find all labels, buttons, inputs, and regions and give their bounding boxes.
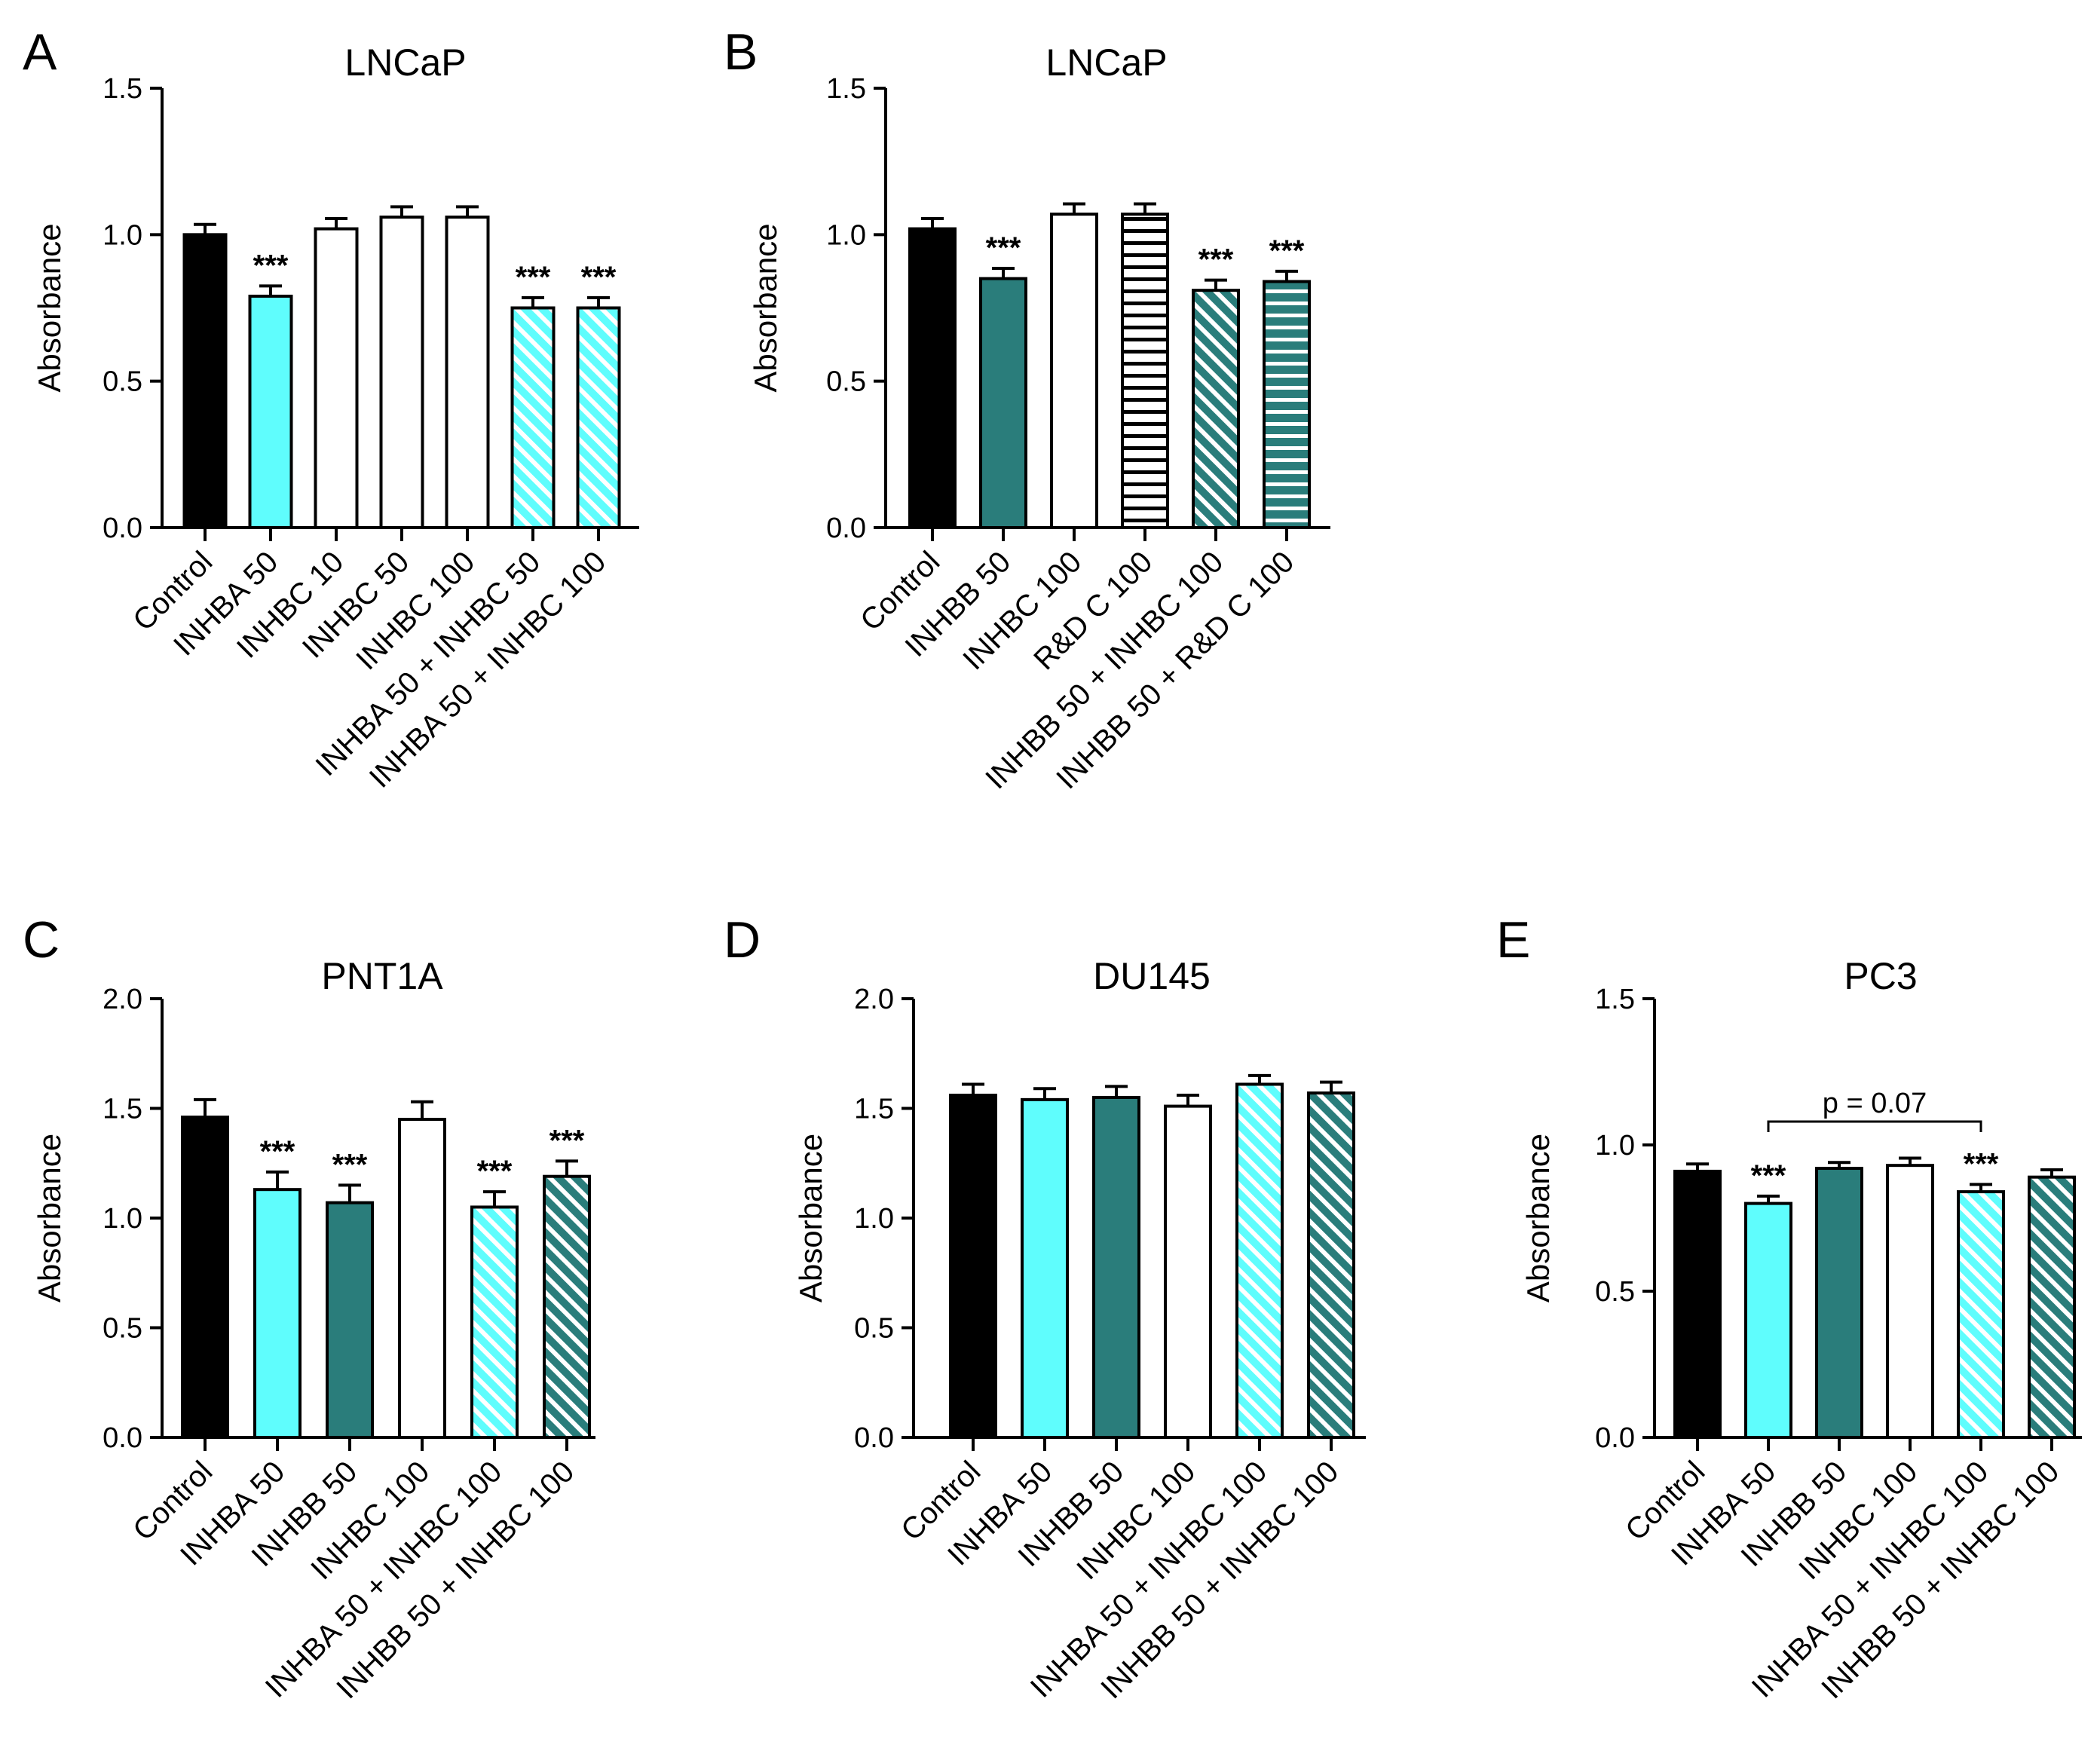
y-axis-label: Absorbance	[748, 223, 783, 392]
bar	[181, 1116, 229, 1439]
significance-label: ***	[516, 261, 551, 294]
bar	[543, 1174, 591, 1439]
y-tick-label: 0.5	[826, 366, 866, 398]
y-tick-label: 2.0	[854, 984, 894, 1015]
chart-title: LNCaP	[344, 41, 466, 84]
y-tick-label: 1.5	[103, 73, 142, 105]
bar	[979, 277, 1027, 529]
panel-letter: D	[724, 911, 761, 969]
y-axis-label: Absorbance	[32, 1134, 67, 1302]
significance-label: ***	[581, 261, 617, 294]
bar	[1121, 213, 1169, 529]
bar	[379, 216, 424, 529]
significance-label: ***	[549, 1124, 585, 1157]
y-tick-label: 1.5	[854, 1094, 894, 1125]
y-axis-label: Absorbance	[1520, 1134, 1556, 1302]
y-tick-label: 1.5	[1595, 984, 1635, 1015]
panel-letter: B	[724, 23, 758, 81]
bar	[470, 1205, 519, 1439]
panel-c: CPNT1AAbsorbance0.00.51.01.52.0ControlIN…	[23, 911, 595, 1705]
y-tick-label: 0.5	[1595, 1276, 1635, 1308]
bar	[1263, 280, 1311, 529]
y-tick-label: 0.0	[103, 513, 142, 544]
bar	[1164, 1104, 1212, 1439]
y-tick-label: 0.0	[103, 1422, 142, 1454]
y-tick-label: 1.5	[103, 1094, 142, 1125]
bar	[326, 1201, 374, 1439]
panel-letter: C	[23, 911, 60, 969]
bar	[1092, 1095, 1140, 1439]
bar	[1307, 1091, 1355, 1439]
y-tick-label: 1.0	[854, 1203, 894, 1235]
bar	[1021, 1097, 1069, 1439]
significance-label: ***	[477, 1155, 513, 1188]
bar	[949, 1094, 997, 1440]
p-value-label: p = 0.07	[1823, 1088, 1927, 1119]
chart-title: PC3	[1844, 955, 1917, 997]
significance-label: ***	[1269, 234, 1305, 268]
significance-label: ***	[253, 249, 289, 282]
y-tick-label: 2.0	[103, 984, 142, 1015]
y-axis-label: Absorbance	[793, 1134, 828, 1302]
y-tick-label: 1.0	[826, 219, 866, 251]
bar	[1815, 1167, 1863, 1440]
significance-label: ***	[1964, 1147, 1999, 1180]
panel-d: DDU145Absorbance0.00.51.01.52.0ControlIN…	[724, 911, 1366, 1705]
y-tick-label: 0.0	[826, 513, 866, 544]
y-tick-label: 1.5	[826, 73, 866, 105]
y-tick-label: 0.0	[854, 1422, 894, 1454]
bar	[1050, 213, 1098, 529]
bar	[1744, 1201, 1792, 1439]
bar	[510, 306, 556, 529]
y-tick-label: 0.0	[1595, 1422, 1635, 1454]
y-tick-label: 0.5	[103, 1313, 142, 1345]
y-tick-label: 1.0	[1595, 1130, 1635, 1162]
chart-title: PNT1A	[321, 955, 443, 997]
chart-title: DU145	[1093, 955, 1211, 997]
bar	[182, 233, 228, 529]
panel-letter: A	[23, 23, 57, 81]
bar	[2028, 1175, 2076, 1440]
bar	[445, 216, 490, 529]
bar	[398, 1118, 446, 1440]
y-tick-label: 0.5	[103, 366, 142, 398]
bar	[1673, 1169, 1722, 1440]
bar	[1957, 1190, 2005, 1439]
bar	[1192, 289, 1240, 529]
significance-label: ***	[986, 231, 1021, 265]
significance-label: ***	[260, 1135, 295, 1168]
bar	[253, 1188, 302, 1440]
bar	[576, 306, 621, 529]
chart-title: LNCaP	[1045, 41, 1167, 84]
significance-label: ***	[1198, 243, 1234, 277]
y-axis-label: Absorbance	[32, 223, 67, 392]
bar	[314, 227, 359, 529]
panel-a: A LNCaPAbsorbance0.00.51.01.5ControlINHBA…	[23, 23, 639, 794]
bar	[908, 227, 957, 529]
bar	[1886, 1164, 1934, 1440]
bar	[1235, 1082, 1284, 1439]
y-tick-label: 1.0	[103, 219, 142, 251]
comparison-bracket	[1767, 1120, 1982, 1132]
panel-letter: E	[1496, 911, 1530, 969]
significance-label: ***	[1751, 1159, 1786, 1192]
panel-b: B LNCaPAbsorbance0.00.51.01.5ControlINHBB…	[724, 23, 1330, 795]
y-tick-label: 0.5	[854, 1313, 894, 1345]
bar	[248, 294, 293, 529]
significance-label: ***	[332, 1148, 368, 1181]
y-tick-label: 1.0	[103, 1203, 142, 1235]
